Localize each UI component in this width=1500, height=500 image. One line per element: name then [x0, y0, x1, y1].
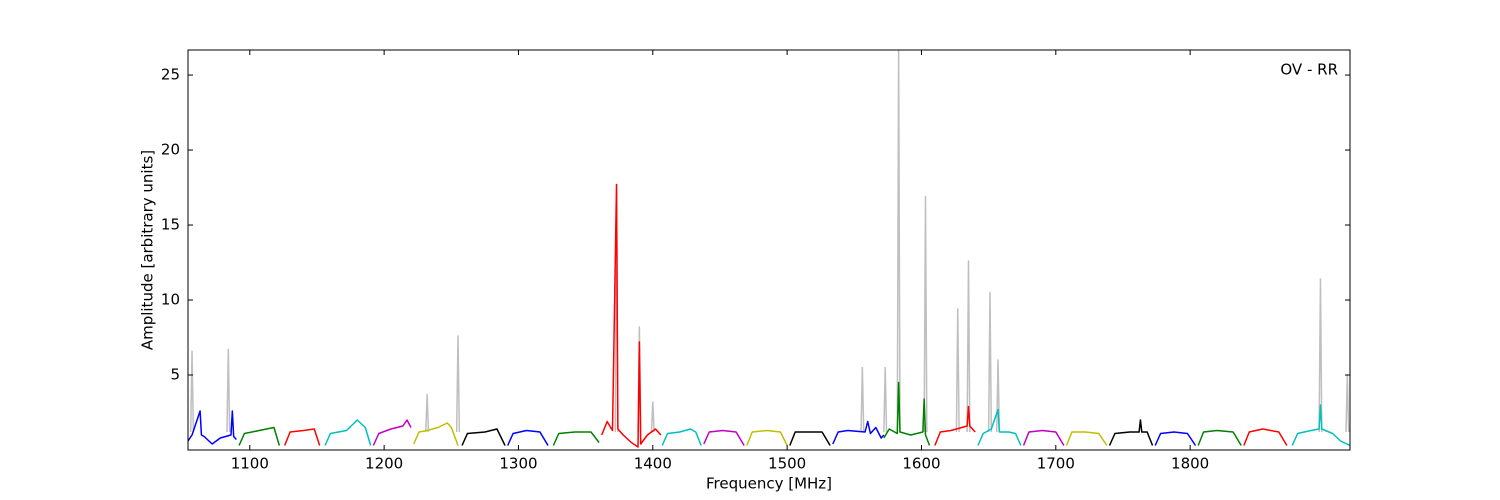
spectrum-line [1065, 431, 1108, 446]
y-tick-label: 10 [161, 291, 180, 309]
x-tick-label: 1500 [768, 455, 806, 473]
plot-frame [187, 49, 1351, 451]
spectrum-line [1108, 419, 1154, 446]
y-axis-label: Amplitude [arbitrary units] [139, 150, 157, 350]
y-tick-label: 20 [161, 141, 180, 159]
spectrum-line [324, 419, 372, 446]
annotation: OV - RR [1280, 61, 1338, 79]
spectrum-line [703, 429, 745, 446]
spectrum-line [883, 381, 931, 446]
spectrum-line [552, 431, 600, 446]
spectrum-line [1022, 429, 1065, 446]
x-tick-label: 1600 [902, 455, 940, 473]
spectrum-line [412, 422, 459, 446]
y-tick-label: 5 [170, 366, 180, 384]
x-axis-label: Frequency [MHz] [706, 475, 832, 493]
y-tick-label: 15 [161, 216, 180, 234]
spectrum-line [977, 408, 1022, 446]
spectrum-line [238, 426, 281, 446]
x-tick-label: 1100 [231, 455, 269, 473]
x-tick-label: 1800 [1171, 455, 1209, 473]
spectrum-line [507, 429, 549, 446]
spectrum-line [461, 428, 506, 446]
x-tick-label: 1700 [1037, 455, 1075, 473]
spectrum-line [284, 428, 321, 446]
y-tick-label: 25 [161, 66, 180, 84]
spectrum-line [661, 428, 702, 446]
x-tick-label: 1300 [499, 455, 537, 473]
spectrum-line [746, 429, 788, 446]
x-tick-label: 1200 [365, 455, 403, 473]
x-tick-label: 1400 [634, 455, 672, 473]
spectrum-line [934, 405, 976, 446]
spectrum-line [188, 410, 237, 445]
spectrum-line [832, 420, 885, 445]
plot-area [188, 50, 1350, 448]
spectrum-line [189, 50, 1350, 433]
spectrum-line [601, 183, 662, 448]
spectrum-line [1291, 404, 1350, 447]
spectrum-line [789, 431, 831, 446]
spectrum-line [1243, 428, 1288, 446]
spectrum-line [1197, 429, 1242, 446]
spectrum-line [1154, 431, 1197, 446]
spectrum-line [372, 419, 412, 446]
